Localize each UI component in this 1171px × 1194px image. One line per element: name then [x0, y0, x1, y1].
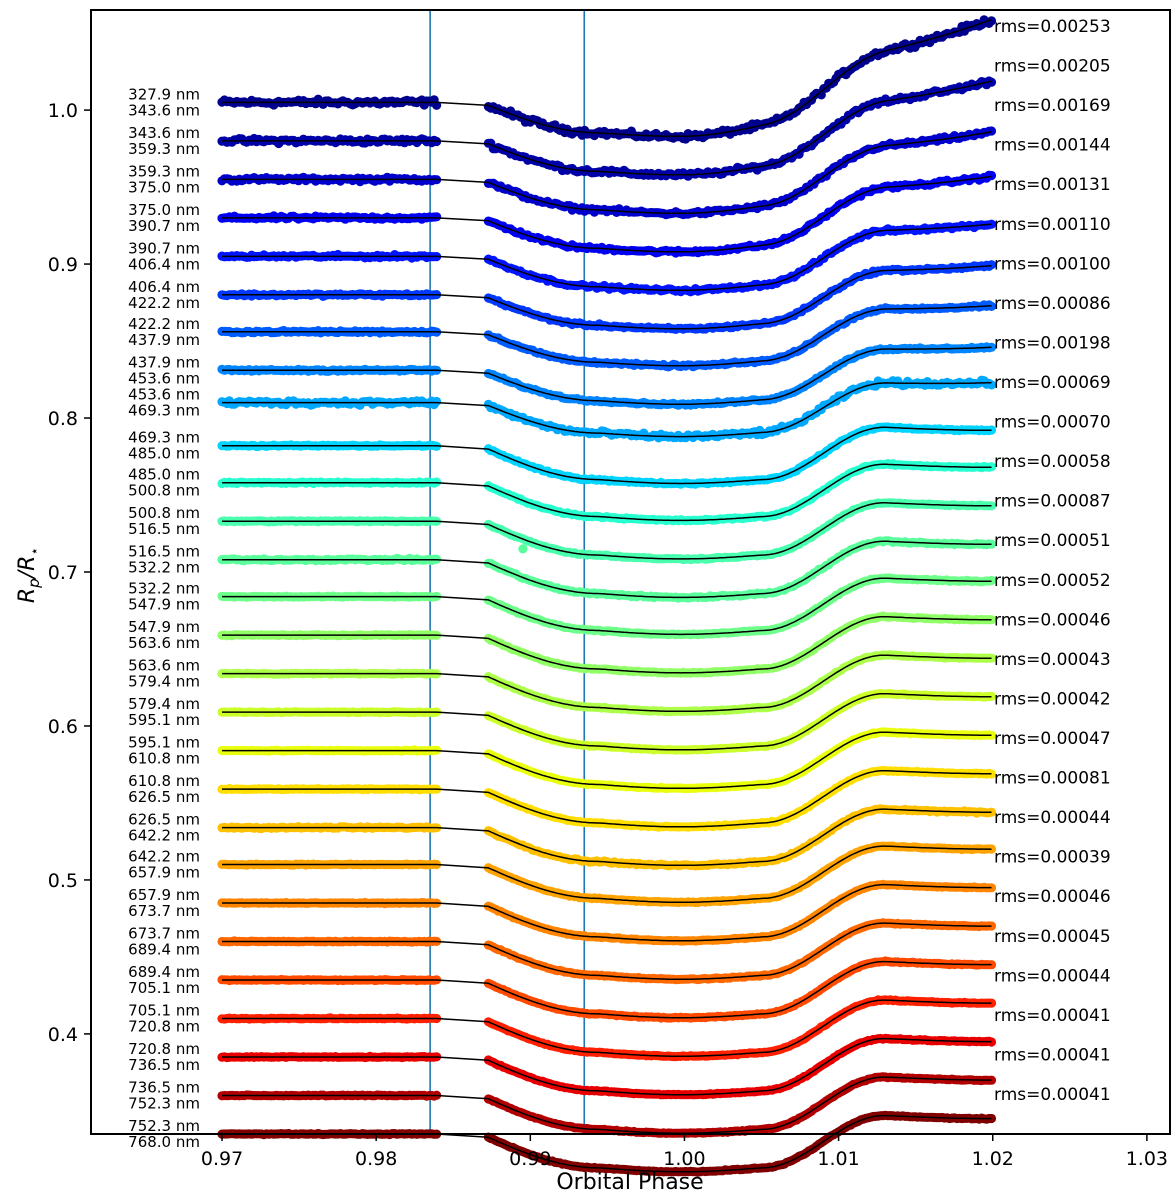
series-2 — [217, 76, 997, 181]
series-4 — [217, 170, 997, 258]
series-3 — [217, 126, 997, 220]
model-fit-line — [222, 264, 992, 330]
series-6 — [217, 260, 997, 334]
model-fit-line — [222, 175, 992, 253]
data-point — [986, 77, 997, 87]
data-point — [432, 396, 442, 407]
model-fit-line — [222, 131, 992, 215]
data-point — [986, 16, 997, 26]
data-point — [986, 170, 997, 181]
series-7 — [217, 300, 997, 372]
series-1 — [217, 15, 997, 144]
data-point — [518, 544, 528, 554]
data-point — [986, 260, 997, 270]
model-fit-line — [222, 223, 992, 292]
series-layer — [217, 15, 997, 1177]
vertical-marker-lines — [429, 10, 586, 1134]
model-fit-line — [222, 18, 992, 138]
data-point — [432, 212, 442, 222]
model-fit-line — [222, 80, 992, 176]
series-5 — [217, 219, 997, 297]
data-point — [986, 126, 997, 136]
